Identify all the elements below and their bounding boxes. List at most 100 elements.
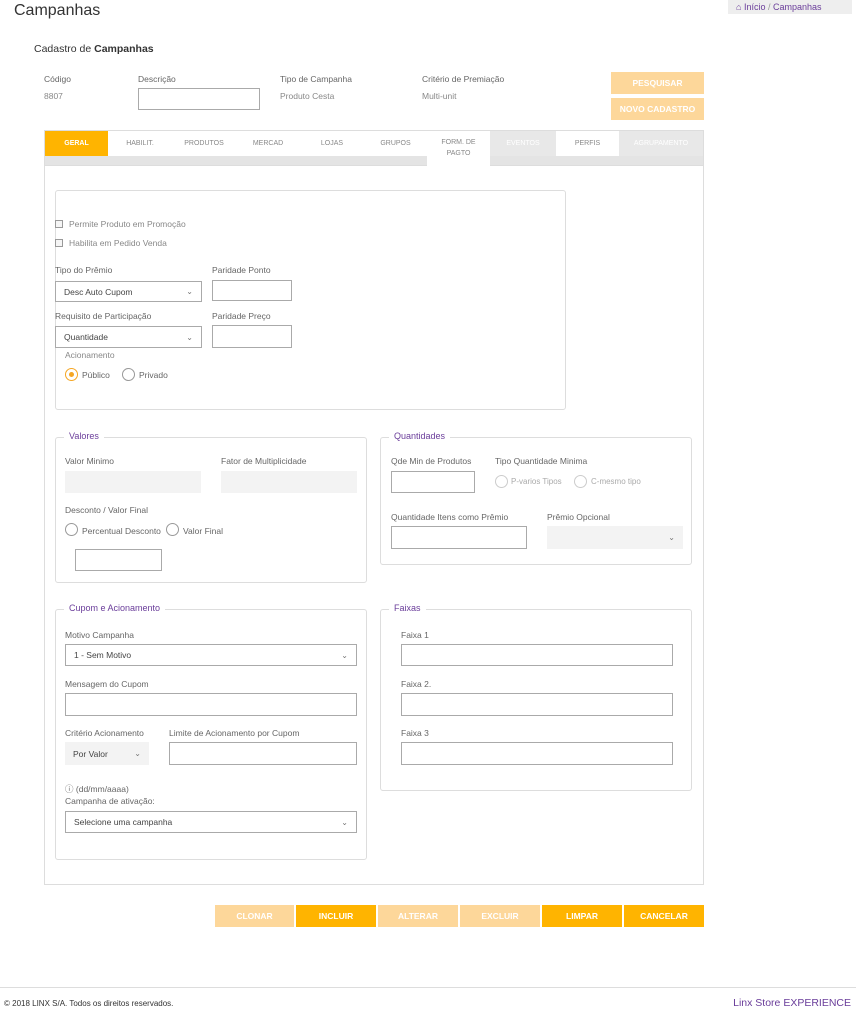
chevron-down-icon: ⌄ (341, 817, 348, 827)
excluir-button[interactable]: EXCLUIR (460, 905, 540, 927)
requisito-label: Requisito de Participação (55, 311, 152, 321)
codigo-label: Código (44, 74, 71, 84)
privado-radio[interactable] (122, 368, 135, 381)
breadcrumb: ⌂ Início / Campanhas (728, 0, 852, 14)
premio-opcional-select: ⌄ (547, 526, 683, 549)
chevron-down-icon: ⌄ (668, 533, 675, 542)
percentual-desconto-radio[interactable] (65, 523, 78, 536)
tab-produtos[interactable]: PRODUTOS (172, 131, 236, 156)
publico-radio[interactable] (65, 368, 78, 381)
breadcrumb-current: Campanhas (773, 2, 822, 12)
valor-final-radio[interactable] (166, 523, 179, 536)
breadcrumb-home[interactable]: Início (743, 2, 766, 12)
limite-label: Limite de Acionamento por Cupom (169, 728, 300, 738)
codigo-value: 8807 (44, 91, 63, 101)
date-hint-text: (dd/mm/aaaa) (75, 784, 129, 794)
desconto-input[interactable] (75, 549, 162, 571)
valor-final-label: Valor Final (183, 526, 223, 536)
brand-experience: EXPERIENCE (783, 997, 851, 1009)
criterio-premiacao-label: Critério de Premiação (422, 74, 505, 84)
tab-habilit[interactable]: HABILIT. (108, 131, 172, 156)
valor-minimo-input (65, 471, 201, 493)
c-mesmo-radio[interactable] (574, 475, 587, 488)
tipo-premio-select[interactable]: Desc Auto Cupom ⌄ (55, 281, 202, 302)
faixa3-input[interactable] (401, 742, 673, 765)
footer-divider (0, 987, 856, 988)
p-varios-radio[interactable] (495, 475, 508, 488)
limite-input[interactable] (169, 742, 357, 765)
quantidades-legend: Quantidades (389, 431, 451, 441)
valor-minimo-label: Valor Minimo (65, 456, 114, 466)
tab-lojas[interactable]: LOJAS (300, 131, 364, 156)
form-title-prefix: Cadastro de (34, 43, 95, 55)
publico-label: Público (82, 370, 110, 380)
clonar-button[interactable]: CLONAR (215, 905, 294, 927)
chevron-down-icon: ⌄ (186, 332, 193, 342)
quantidades-fieldset: Quantidades (380, 431, 692, 565)
tab-grupos[interactable]: GRUPOS (364, 131, 427, 156)
faixas-legend: Faixas (389, 603, 426, 613)
ativacao-select[interactable]: Selecione uma campanha ⌄ (65, 811, 357, 833)
copyright: © 2018 LINX S/A. Todos os direitos reser… (4, 999, 174, 1008)
permite-promocao-checkbox[interactable] (55, 220, 63, 228)
acionamento-label: Acionamento (65, 350, 115, 360)
form-title-bold: Campanhas (94, 43, 154, 55)
qtd-itens-input[interactable] (391, 526, 527, 549)
faixa1-label: Faixa 1 (401, 630, 429, 640)
faixa1-input[interactable] (401, 644, 673, 666)
desconto-label: Desconto / Valor Final (65, 505, 148, 515)
page-title: Campanhas (14, 2, 101, 19)
tab-mercad[interactable]: MERCAD (236, 131, 300, 156)
tab-geral[interactable]: GERAL (45, 131, 108, 156)
brand-linx: Linx Store (733, 997, 784, 1009)
fator-label: Fator de Multiplicidade (221, 456, 307, 466)
requisito-value: Quantidade (64, 332, 108, 342)
habilita-pedido-label: Habilita em Pedido Venda (69, 238, 167, 248)
tipo-qtd-label: Tipo Quantidade Minima (495, 456, 588, 466)
qde-min-label: Qde Min de Produtos (391, 456, 472, 466)
motivo-select[interactable]: 1 - Sem Motivo ⌄ (65, 644, 357, 666)
brand-logo: Linx Store EXPERIENCE (733, 997, 851, 1009)
criterio-acionamento-label: Critério Acionamento (65, 728, 144, 738)
faixa2-input[interactable] (401, 693, 673, 716)
requisito-select[interactable]: Quantidade ⌄ (55, 326, 202, 348)
tab-agrupamento: AGRUPAMENTO (619, 131, 703, 156)
chevron-down-icon: ⌄ (134, 749, 141, 758)
descricao-input[interactable] (138, 88, 260, 110)
permite-promocao-label: Permite Produto em Promoção (69, 219, 186, 229)
mensagem-label: Mensagem do Cupom (65, 679, 149, 689)
paridade-ponto-input[interactable] (212, 280, 292, 301)
novo-cadastro-button[interactable]: NOVO CADASTRO (611, 98, 704, 120)
incluir-button[interactable]: INCLUIR (296, 905, 376, 927)
tipo-premio-value: Desc Auto Cupom (64, 286, 133, 297)
habilita-pedido-checkbox[interactable] (55, 239, 63, 247)
cancelar-button[interactable]: CANCELAR (624, 905, 704, 927)
criterio-premiacao-value: Multi-unit (422, 91, 457, 101)
tab-form-pagto[interactable]: FORM. DE PAGTO (427, 131, 490, 166)
premio-opcional-label: Prêmio Opcional (547, 512, 610, 522)
percentual-desconto-label: Percentual Desconto (82, 526, 161, 536)
qde-min-input[interactable] (391, 471, 475, 493)
mensagem-input[interactable] (65, 693, 357, 716)
faixas-fieldset: Faixas (380, 603, 692, 791)
alterar-button[interactable]: ALTERAR (378, 905, 458, 927)
tipo-premio-label: Tipo do Prêmio (55, 265, 113, 275)
faixa3-label: Faixa 3 (401, 728, 429, 738)
ativacao-label: Campanha de ativação: (65, 796, 155, 806)
tab-perfis[interactable]: PERFIS (556, 131, 619, 156)
cupom-fieldset: Cupom e Acionamento (55, 603, 367, 860)
motivo-label: Motivo Campanha (65, 630, 134, 640)
home-icon: ⌂ (736, 2, 742, 12)
valores-legend: Valores (64, 431, 104, 441)
chevron-down-icon: ⌄ (341, 650, 348, 660)
descricao-label: Descrição (138, 74, 176, 84)
tab-content-panel (44, 166, 704, 885)
form-title: Cadastro de Campanhas (34, 43, 154, 55)
limpar-button[interactable]: LIMPAR (542, 905, 622, 927)
cupom-legend: Cupom e Acionamento (64, 603, 166, 613)
date-hint: ⓘ (dd/mm/aaaa) (65, 783, 129, 795)
pesquisar-button[interactable]: PESQUISAR (611, 72, 704, 94)
criterio-acionamento-select[interactable]: Por Valor ⌄ (65, 742, 149, 765)
p-varios-label: P-varios Tipos (511, 477, 562, 486)
paridade-preco-input[interactable] (212, 325, 292, 348)
